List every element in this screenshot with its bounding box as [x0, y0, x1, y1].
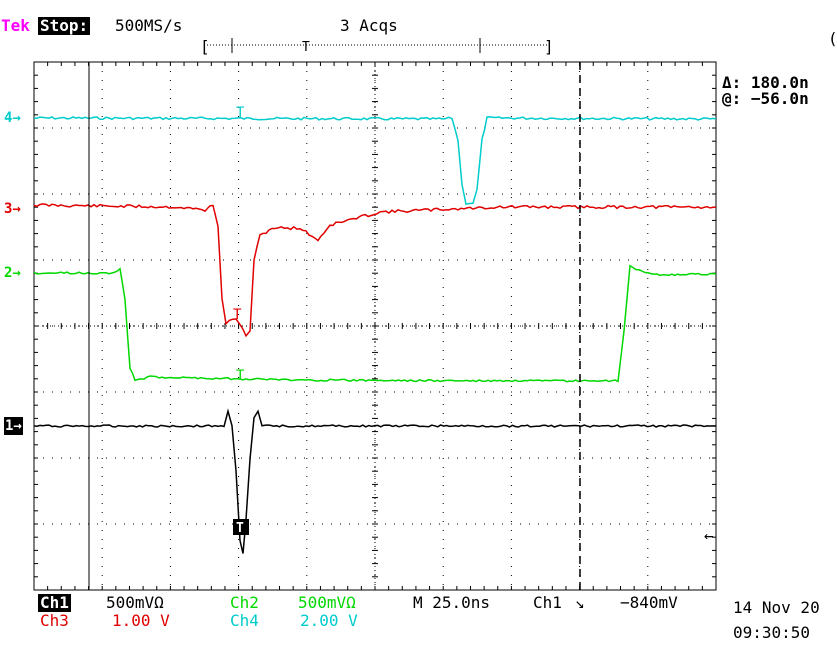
ch3-label: Ch3: [40, 611, 69, 630]
trigger-level-arrow-icon: ←: [704, 526, 714, 545]
trigger-marker-ch4: T: [236, 105, 245, 121]
timebase: M 25.0ns: [413, 593, 491, 612]
trace-ch1: [33, 408, 717, 554]
trigger-marker-ch3: T: [233, 307, 242, 323]
trigger-position-bar: [ ] T: [200, 37, 554, 56]
trace-ch3: [33, 203, 717, 338]
sample-rate: 500MS/s: [115, 16, 183, 35]
ch3-marker[interactable]: 3→: [4, 201, 21, 217]
ch2-marker[interactable]: 2→: [4, 265, 21, 281]
trigger-marker-ch2: T: [236, 368, 245, 384]
ch4-scale: 2.00 V: [300, 611, 358, 630]
ch1-marker[interactable]: 1→: [4, 417, 23, 435]
brand-label: Tek: [1, 16, 30, 35]
acquisition-count: 3 Acqs: [340, 16, 398, 35]
top-right-paren: (: [828, 29, 837, 48]
cursor-position-readout: @: −56.0n: [722, 89, 809, 108]
ch2-scale: 500mVΩ: [298, 593, 356, 612]
ch3-scale: 1.00 V: [112, 611, 170, 630]
svg-text:]: ]: [544, 37, 554, 56]
svg-text:T: T: [302, 40, 310, 55]
trigger-marker-ch1: [233, 519, 249, 535]
trigger-source: Ch1: [533, 593, 562, 612]
svg-text:[: [: [200, 37, 210, 56]
graticule: [33, 61, 717, 591]
cursor-delta-readout: Δ: 180.0n: [722, 73, 809, 92]
ch4-label: Ch4: [230, 611, 259, 630]
time-readout: 09:30:50: [733, 623, 811, 642]
ch1-label: Ch1: [38, 593, 71, 612]
ch2-label: Ch2: [230, 593, 259, 612]
run-stop-status: Stop:: [38, 16, 91, 35]
trace-ch4: [33, 116, 717, 205]
ch1-scale: 500mVΩ: [106, 593, 164, 612]
svg-text:T: T: [236, 521, 244, 536]
trigger-level: −840mV: [620, 593, 678, 612]
trigger-slope-icon: ↘: [575, 593, 585, 612]
date-readout: 14 Nov 20: [733, 598, 820, 617]
trace-ch2: [33, 264, 717, 383]
ch4-marker[interactable]: 4→: [4, 110, 21, 126]
